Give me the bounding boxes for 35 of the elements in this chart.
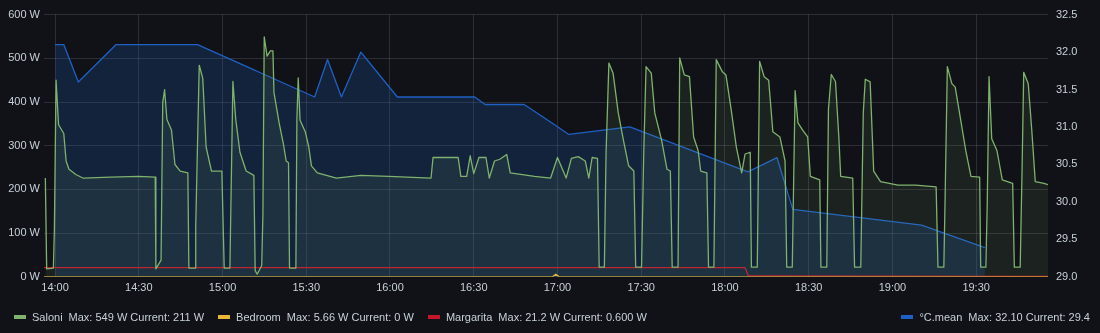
y-tick-label: 0 W	[20, 269, 41, 282]
text: Max: 5.66 W Current: 0 W	[286, 311, 414, 323]
y-tick-label: 600 W	[8, 7, 41, 20]
y-tick-label: 100 W	[8, 226, 41, 239]
legend-label: °C.mean	[919, 311, 963, 323]
y2-tick-label: 29.5	[1056, 232, 1078, 245]
text: Max: 21.2 W Current: 0.600 W	[498, 311, 647, 323]
y2-tick-label: 31.5	[1056, 82, 1078, 95]
x-tick-label: 18:30	[794, 281, 823, 294]
y2-tick-label: 29.0	[1056, 269, 1078, 282]
x-tick-label: 15:30	[292, 281, 321, 294]
y-tick-label: 500 W	[8, 51, 41, 64]
text: Max: 32.10 Current: 29.4	[968, 311, 1090, 323]
y2-tick-label: 32.0	[1056, 45, 1078, 58]
y-tick-label: 200 W	[8, 182, 41, 195]
y2-tick-label: 30.5	[1056, 157, 1078, 170]
x-tick-label: 19:30	[962, 281, 990, 294]
legend-label: Saloni	[32, 311, 63, 323]
legend-label: Margarita	[445, 311, 493, 323]
text: Max: 549 W Current: 211 W	[68, 311, 205, 323]
y2-tick-label: 32.5	[1056, 7, 1078, 20]
x-tick-label: 19:00	[878, 281, 907, 294]
y2-tick-label: 30.0	[1056, 194, 1078, 207]
x-tick-label: 16:00	[376, 281, 404, 294]
y-tick-label: 400 W	[8, 95, 41, 108]
x-tick-label: 16:30	[459, 281, 488, 294]
x-tick-label: 17:30	[627, 281, 655, 294]
x-tick-label: 14:00	[41, 281, 69, 294]
y-tick-label: 300 W	[8, 138, 41, 151]
legend-label: Bedroom	[236, 311, 281, 323]
x-tick-label: 14:30	[125, 281, 153, 294]
x-tick-label: 17:00	[543, 281, 572, 294]
y2-tick-label: 31.0	[1056, 120, 1078, 132]
x-tick-label: 18:00	[711, 281, 739, 294]
x-tick-label: 15:00	[208, 281, 237, 294]
